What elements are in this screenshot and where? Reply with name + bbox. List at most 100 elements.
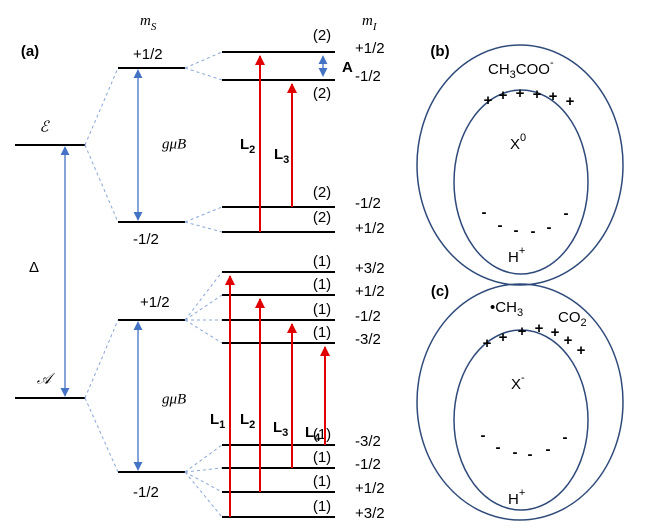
charge: + [535,320,544,337]
connector [184,271,223,321]
connector [184,221,223,233]
mi-label: +3/2 [355,260,385,277]
molecule-label: CO2 [558,309,587,329]
text-part: CH [488,61,510,78]
molecule-label: •CH3 [490,299,523,319]
content: (a) (b)(c)mS mIℰ𝒜Δ+1/2-1/2+1/2-1/2gμBgμB+1… [15,13,624,522]
text-part: - [550,57,554,69]
text-part: • [490,299,495,316]
splitting-label: gμB [162,136,186,152]
text-part: L [240,136,249,153]
text-part: H [508,491,519,508]
multiplicity: (2) [313,27,331,44]
charge: + [516,85,525,102]
splitting-label: gμB [162,391,186,407]
mi-label: -1/2 [355,456,381,473]
charge: - [528,446,533,463]
mi-label: +1/2 [355,283,385,300]
panel-label: (c) [431,283,449,300]
ms-label: +1/2 [140,294,170,311]
charge: + [549,88,558,105]
multiplicity: (2) [313,209,331,226]
connector [184,294,223,321]
mi-label: -1/2 [355,308,381,325]
charge: - [564,205,569,222]
text-part: 4 [314,432,321,444]
text-part: 2 [581,317,587,329]
multiplicity: (1) [313,426,331,443]
text-part: 2 [249,144,255,156]
charge: + [483,335,492,352]
connector [184,67,223,81]
text-part: COO [516,61,550,78]
connector [184,206,223,223]
text-part: + [519,245,525,257]
charge: + [484,92,493,109]
mi-label: +3/2 [355,505,385,522]
mi-label: -1/2 [355,68,381,85]
text-part: m [140,13,151,29]
charge: + [499,329,508,346]
text-part: X [511,376,521,393]
text-part: 0 [520,132,526,144]
text-part: 3 [282,427,288,439]
axis-label: mS [140,13,157,32]
charge: - [496,439,501,456]
charge: + [564,332,573,349]
charge: - [498,217,503,234]
circle [416,44,624,286]
transition-label: L4 [305,424,321,444]
mi-label: +1/2 [355,220,385,237]
transition-label: L3 [274,146,289,166]
level-label: Δ [29,259,39,276]
charge: - [482,204,487,221]
axis-label: mI [362,13,378,32]
multiplicity: (1) [313,449,331,466]
level-label: 𝒜 [37,371,56,387]
text-part: 3 [510,69,516,81]
multiplicity: (1) [313,253,331,270]
text-part: L [210,411,219,428]
charge: - [514,222,519,239]
center-label: X0 [510,132,526,153]
level-label: ℰ [39,119,50,135]
charge: - [531,223,536,240]
text-part: I [372,21,378,33]
charge: - [481,427,486,444]
charge: - [547,219,552,236]
text-part: X [510,136,520,153]
ms-label: -1/2 [133,484,159,501]
multiplicity: (2) [313,184,331,201]
text-part: 3 [517,307,523,319]
mi-label: -1/2 [355,195,381,212]
hyperfine-label: A [342,59,353,76]
connector [184,319,223,344]
connector [184,51,223,69]
connector [184,444,223,473]
transition-label: L2 [240,136,255,156]
transition-label: L3 [273,419,288,439]
mi-label: +1/2 [355,40,385,57]
text-part: CO [558,309,581,326]
connector [84,319,119,399]
multiplicity: (1) [313,324,331,341]
ms-label: +1/2 [133,46,163,63]
transition-label: L2 [240,411,255,431]
bottom-label: H+ [508,245,525,266]
charge: + [499,87,508,104]
connector [184,471,223,493]
charge: + [551,324,560,341]
text-part: 1 [219,419,225,431]
multiplicity: (1) [313,473,331,490]
ms-label: -1/2 [133,231,159,248]
mi-label: +1/2 [355,480,385,497]
text-part: m [362,13,373,29]
text-part: CH [495,299,517,316]
text-part: 2 [249,419,255,431]
panel-label: (b) [430,43,449,60]
charge: + [577,342,586,359]
circle [453,329,589,511]
text-part: - [521,372,525,384]
mi-label: -3/2 [355,433,381,450]
